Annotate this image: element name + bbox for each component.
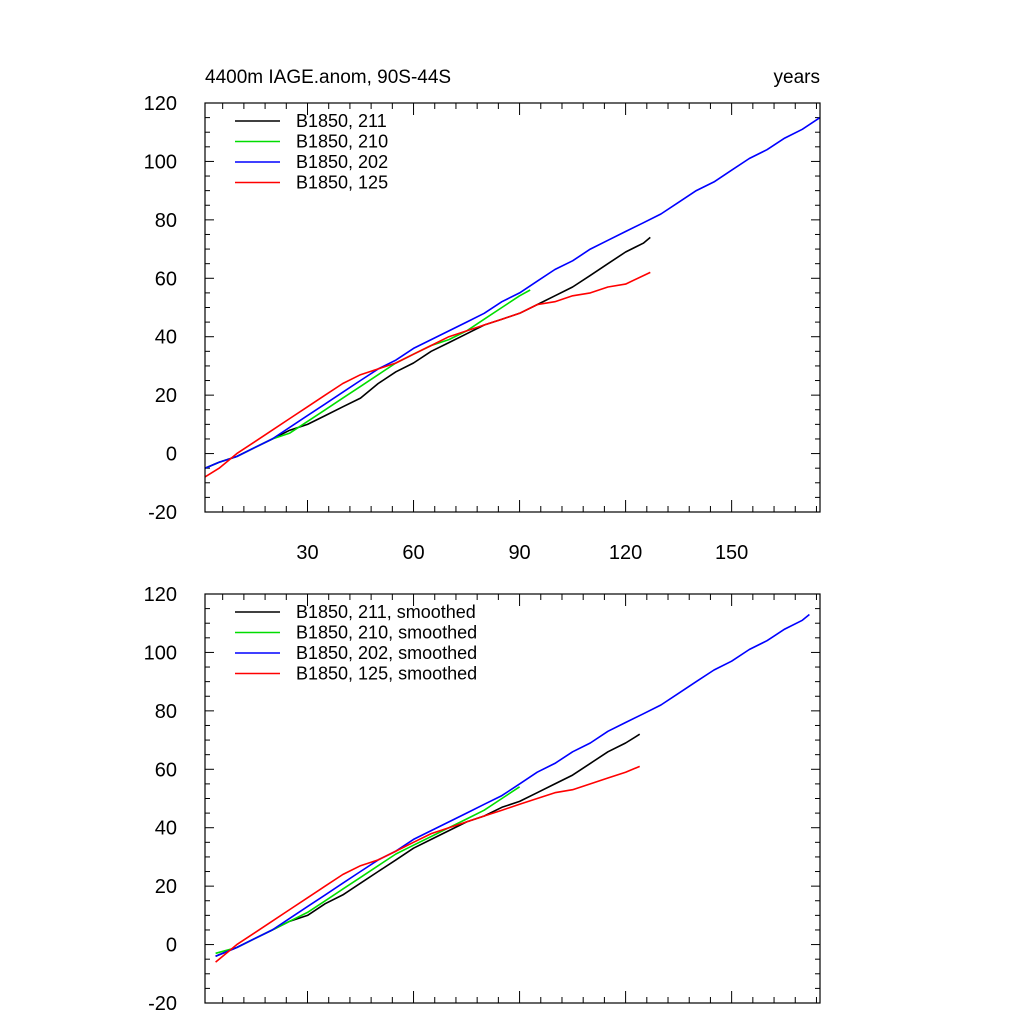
legend-label: B1850, 202 [296,152,388,172]
y-tick-label: 120 [144,93,177,115]
x-tick-label: 120 [609,542,642,564]
y-tick-label: 20 [155,385,177,407]
legend-label: B1850, 202, smoothed [296,643,477,663]
y-tick-label: 0 [166,444,177,466]
legend-label: B1850, 210 [296,132,388,152]
top-panel-frame [204,102,821,513]
legend-label: B1850, 210, smoothed [296,623,477,643]
y-tick-label: 80 [155,701,177,723]
y-tick-label: 100 [144,642,177,664]
series-line-b1850-202 [204,116,821,469]
y-tick-label: 40 [155,818,177,840]
series-line-b1850-125 [215,765,641,963]
bottom-panel-series [215,613,810,963]
y-tick-label: -20 [148,502,177,524]
y-tick-label: 60 [155,759,177,781]
y-tick-label: 120 [144,584,177,606]
series-line-b1850-125 [204,271,651,478]
y-tick-label: 40 [155,327,177,349]
bottom-panel-axes: -20 0 20 40 60 80 100 120 [144,584,820,1015]
chart-right-title: years [774,67,820,88]
y-tick-label: 100 [144,151,177,173]
series-line-b1850-202 [215,613,810,958]
x-tick-label: 60 [402,542,424,564]
x-tick-label: 30 [296,542,318,564]
legend-label: B1850, 211, smoothed [296,602,476,622]
top-panel-axes: -20 0 20 40 60 80 100 120 30 60 90 120 150 [144,93,820,564]
bottom-panel-frame [204,593,821,1004]
series-line-b1850-211 [204,236,651,469]
chart-title: 4400m IAGE.anom, 90S-44S [205,67,451,88]
x-tick-label: 150 [715,542,748,564]
legend-label: B1850, 211 [296,111,387,131]
x-tick-label: 90 [508,542,530,564]
top-panel-series [204,116,821,478]
legend-label: B1850, 125 [296,173,388,193]
y-tick-label: -20 [148,993,177,1015]
legend-label: B1850, 125, smoothed [296,664,477,684]
top-panel: 4400m IAGE.anom, 90S-44S years -20 0 20 40 6… [144,67,821,564]
y-tick-label: 60 [155,268,177,290]
y-tick-label: 20 [155,876,177,898]
y-tick-label: 80 [155,210,177,232]
y-tick-label: 0 [166,935,177,957]
